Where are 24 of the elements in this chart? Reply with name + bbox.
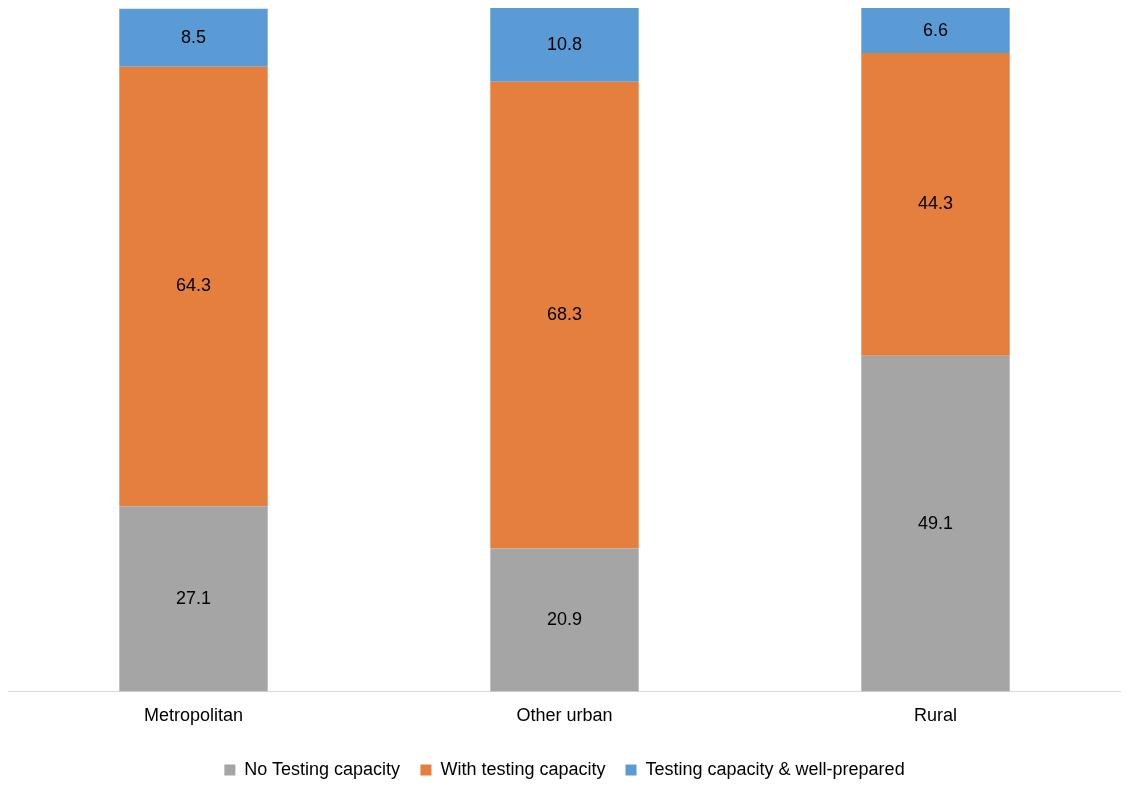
bar	[490, 548, 639, 692]
bar	[119, 8, 268, 67]
legend-label: No Testing capacity	[244, 758, 401, 779]
x-tick-label: Metropolitan	[143, 705, 244, 726]
data-label: 64.3	[175, 275, 212, 296]
data-label: 49.1	[917, 512, 954, 533]
data-label: 8.5	[180, 26, 207, 47]
bar	[490, 81, 639, 549]
legend-label: With testing capacity	[440, 758, 606, 779]
bar	[119, 66, 268, 507]
data-label: 27.1	[175, 587, 212, 608]
bar	[861, 8, 1010, 54]
x-tick-label: Rural	[913, 705, 958, 726]
bar	[861, 355, 1010, 692]
x-tick-label: Other urban	[516, 705, 613, 726]
bar	[490, 8, 639, 82]
bar	[861, 53, 1010, 356]
bar	[119, 506, 268, 692]
data-label: 44.3	[917, 193, 954, 214]
data-label: 68.3	[546, 304, 583, 325]
data-label: 6.6	[922, 19, 949, 40]
data-label: 10.8	[546, 33, 583, 54]
data-label: 20.9	[546, 608, 583, 629]
legend-label: Testing capacity & well-prepared	[645, 758, 905, 779]
